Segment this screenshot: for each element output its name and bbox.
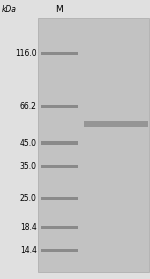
- Text: 45.0: 45.0: [20, 138, 37, 148]
- Text: 18.4: 18.4: [20, 223, 37, 232]
- Text: 66.2: 66.2: [20, 102, 37, 111]
- Bar: [40, 141, 78, 145]
- Text: kDa: kDa: [2, 5, 16, 14]
- Bar: [40, 105, 78, 108]
- Text: M: M: [55, 5, 62, 14]
- Bar: [84, 121, 148, 127]
- Text: 35.0: 35.0: [20, 162, 37, 171]
- Bar: [40, 226, 78, 229]
- Bar: [40, 52, 78, 55]
- Text: 25.0: 25.0: [20, 194, 37, 203]
- Text: 116.0: 116.0: [15, 49, 37, 58]
- Text: 14.4: 14.4: [20, 246, 37, 255]
- Bar: [40, 197, 78, 200]
- Bar: [40, 249, 78, 252]
- Bar: [40, 165, 78, 169]
- Bar: [38, 18, 149, 272]
